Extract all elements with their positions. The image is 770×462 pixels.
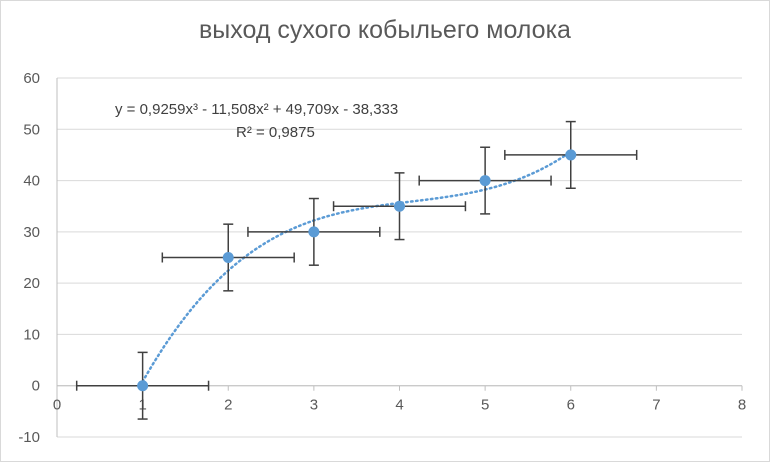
y-tick-label: 50 [23, 121, 40, 138]
x-tick-label: 5 [481, 397, 489, 414]
y-tick-label: 0 [32, 378, 40, 395]
data-points [137, 149, 577, 392]
x-tick-label: 3 [310, 397, 318, 414]
data-point [394, 200, 405, 212]
x-tick-label: 2 [224, 397, 232, 414]
gridlines [57, 77, 742, 438]
axes [56, 78, 743, 437]
error-bars [75, 120, 638, 420]
y-tick-label: -10 [18, 429, 40, 446]
x-tick-label: 6 [567, 397, 575, 414]
y-tick-label: 10 [23, 326, 40, 343]
trendline-path [141, 150, 572, 383]
data-point [137, 380, 149, 392]
x-tick-label: 7 [652, 397, 660, 414]
data-point [308, 226, 320, 238]
x-tick-label: 0 [53, 397, 61, 414]
data-point [479, 175, 491, 187]
y-tick-label: 40 [23, 173, 40, 190]
y-tick-label: 60 [23, 70, 40, 87]
x-tick-label: 4 [395, 397, 403, 414]
tick-labels: -100102030405060012345678 [18, 70, 746, 446]
y-tick-label: 20 [23, 275, 40, 292]
x-tick-label: 8 [738, 397, 746, 414]
chart-title: выход сухого кобыльего молока [199, 16, 571, 44]
y-tick-label: 30 [23, 224, 40, 241]
data-point [565, 149, 577, 161]
trendline [141, 150, 572, 383]
trendline-equation: y = 0,9259x³ - 11,508x² + 49,709x - 38,3… [115, 101, 398, 118]
trendline-r2: R² = 0,9875 [236, 124, 315, 141]
data-point [222, 252, 234, 263]
